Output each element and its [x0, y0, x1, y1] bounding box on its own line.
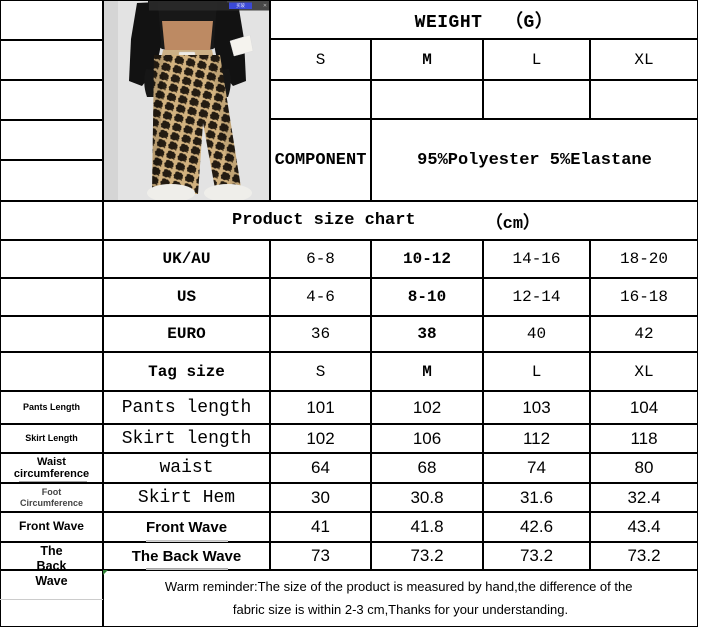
svg-text:买玻: 买玻: [236, 2, 245, 9]
svg-text:✕: ✕: [263, 3, 267, 9]
